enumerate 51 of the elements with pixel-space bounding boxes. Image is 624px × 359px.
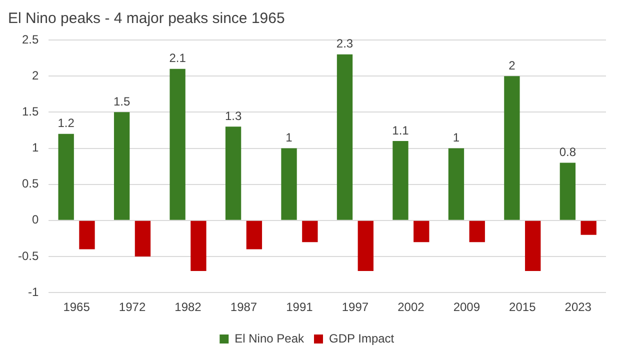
x-tick-label: 1982: [174, 300, 202, 314]
x-tick-label: 1997: [342, 300, 369, 314]
y-tick-label: 1.5: [22, 104, 39, 118]
x-tick-label: 1987: [230, 300, 258, 314]
bar: [225, 126, 242, 220]
x-tick-label: 2002: [398, 300, 425, 314]
bar: [134, 220, 151, 257]
bar: [281, 148, 297, 220]
x-tick-label: 1972: [118, 300, 146, 314]
bar: [469, 220, 485, 242]
legend-label: GDP Impact: [329, 331, 395, 346]
data-label: 1: [452, 130, 460, 145]
y-tick-label: 0: [32, 212, 39, 227]
bar: [79, 220, 95, 250]
y-tick-label: 2.5: [22, 32, 39, 46]
data-label: 1.1: [392, 123, 410, 138]
bar: [114, 112, 130, 220]
bar: [358, 220, 374, 271]
data-label: 1.3: [224, 108, 242, 123]
x-tick-label: 2023: [564, 300, 592, 314]
chart-title: El Nino peaks - 4 major peaks since 1965: [8, 10, 285, 28]
x-tick-label: 1965: [63, 300, 90, 314]
y-tick-label: 1: [32, 140, 39, 155]
data-label: 0.8: [559, 145, 576, 160]
bar: [448, 148, 464, 220]
bar: [414, 220, 430, 242]
bar: [580, 220, 596, 235]
bar: [504, 76, 520, 220]
data-label: 2: [508, 58, 516, 72]
bar: [560, 162, 576, 220]
data-label: 1.5: [113, 94, 130, 108]
y-tick-label: 2: [32, 68, 39, 82]
x-tick-label: 1991: [286, 300, 314, 314]
x-tick-label: 2009: [453, 300, 480, 314]
x-tick-label: 2015: [509, 300, 536, 314]
bar: [170, 68, 186, 220]
data-label: 2.1: [169, 51, 186, 66]
bar: [336, 54, 353, 220]
y-tick-label: 0.5: [22, 176, 39, 191]
y-tick-label: -0.5: [18, 248, 39, 263]
data-label: 1: [286, 130, 293, 145]
bar: [392, 141, 408, 220]
bar: [525, 220, 541, 271]
data-label: 1.2: [58, 116, 75, 130]
bar: [246, 220, 262, 250]
legend-label: El Nino Peak: [234, 331, 306, 346]
bar: [302, 220, 318, 242]
data-label: 2.3: [336, 36, 354, 51]
y-tick-label: -1: [28, 284, 39, 299]
bar: [190, 220, 206, 271]
bar: [58, 134, 74, 220]
